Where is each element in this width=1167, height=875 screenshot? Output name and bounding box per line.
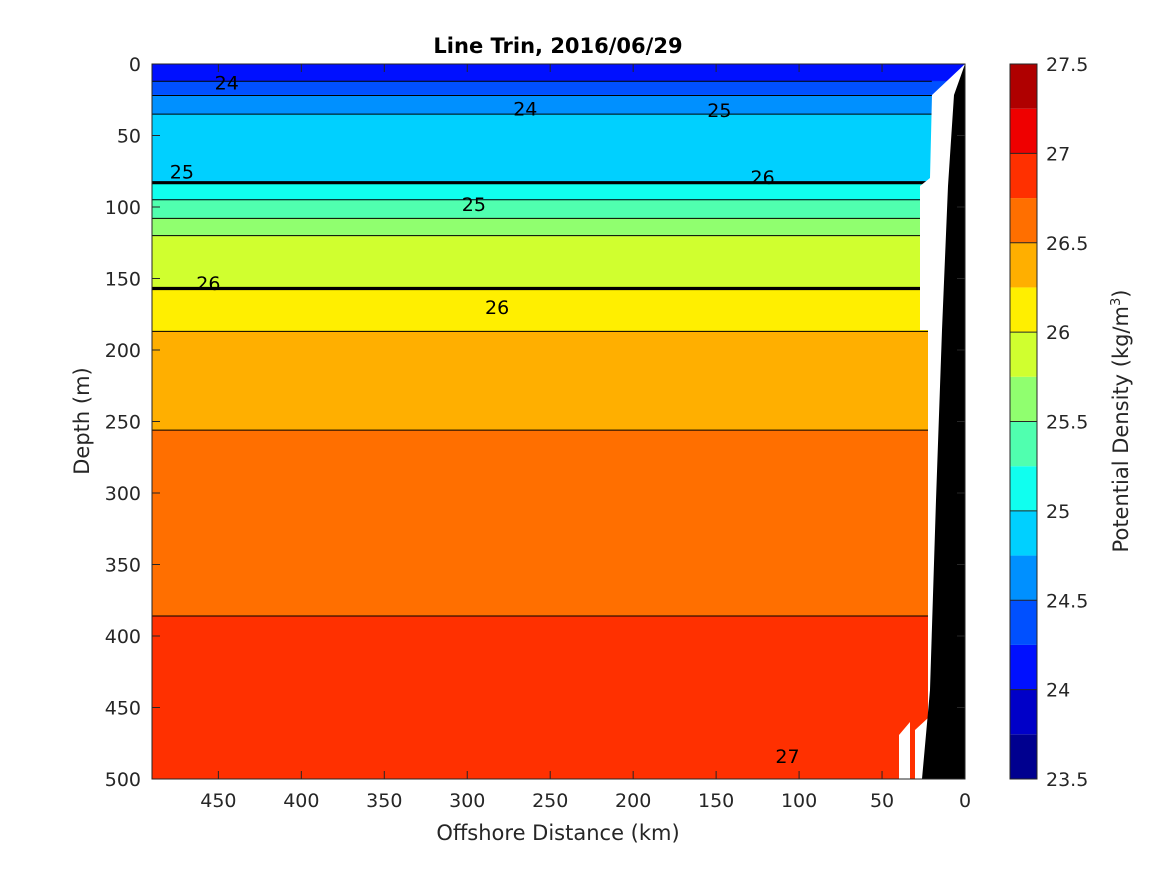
- land-mask: [899, 64, 965, 779]
- y-tick-label: 200: [105, 340, 141, 362]
- contour-label-text: 24: [215, 73, 239, 95]
- colorbar-tick-label: 27.5: [1046, 54, 1088, 76]
- x-tick-label: 300: [449, 790, 485, 812]
- y-tick-label: 250: [105, 412, 141, 434]
- x-tick-label: 400: [283, 790, 319, 812]
- plot-area: 24 24 25 25 25 26 26 26 27: [152, 64, 965, 779]
- contour-label: 26: [196, 273, 220, 295]
- colorbar-tick-label: 26: [1046, 322, 1070, 344]
- contour-label: 26: [485, 297, 509, 319]
- colorbar-segment: [1010, 108, 1037, 154]
- colorbar-tick-label: 26.5: [1046, 233, 1088, 255]
- colorbar-segment: [1010, 421, 1037, 467]
- no-data-region: [899, 722, 910, 779]
- y-tick-label: 450: [105, 698, 141, 720]
- colorbar-segment: [1010, 287, 1037, 333]
- y-tick-label: 350: [105, 555, 141, 577]
- colorbar-tick-label: 25: [1046, 501, 1070, 523]
- x-tick-label: 200: [615, 790, 651, 812]
- contour-label-text: 26: [485, 297, 509, 319]
- chart-title: Line Trin, 2016/06/29: [433, 34, 682, 58]
- y-tick-label: 50: [117, 126, 141, 148]
- x-tick-label: 250: [532, 790, 568, 812]
- contour-label: 25: [462, 194, 486, 216]
- contour-label: 26: [751, 167, 775, 189]
- bathymetry-mask: [922, 64, 965, 779]
- x-tick-label: 50: [870, 790, 894, 812]
- colorbar-segment: [1010, 689, 1037, 735]
- colorbar-segment: [1010, 64, 1037, 109]
- y-tick-label: 500: [105, 769, 141, 791]
- colorbar-label: Potential Density (kg/m3): [1109, 290, 1133, 553]
- colorbar-tick-label: 25.5: [1046, 412, 1088, 434]
- colorbar-tick-label: 23.5: [1046, 769, 1088, 791]
- x-tick-label: 350: [366, 790, 402, 812]
- colorbar-segment: [1010, 644, 1037, 690]
- y-tick-label: 400: [105, 626, 141, 648]
- contour-label: 24: [513, 98, 537, 120]
- colorbar-segment: [1010, 466, 1037, 511]
- contour-label-text: 27: [775, 746, 799, 768]
- y-tick-label: 300: [105, 483, 141, 505]
- y-tick-label: 100: [105, 197, 141, 219]
- contour-label-text: 24: [513, 98, 537, 120]
- colorbar-segment: [1010, 555, 1037, 601]
- contour-label-text: 25: [707, 100, 731, 122]
- colorbar-tick-label: 27: [1046, 143, 1070, 165]
- y-axis: 0 50 100 150 200 250 300 350 400 450 500: [105, 54, 965, 791]
- contour-label: 27: [775, 746, 799, 768]
- contour-lines: [152, 80, 932, 617]
- colorbar-segment: [1010, 153, 1037, 199]
- x-tick-label: 100: [781, 790, 817, 812]
- x-tick-label: 450: [200, 790, 236, 812]
- colorbar-tick-label: 24.5: [1046, 590, 1088, 612]
- colorbar: 23.5 24 24.5 25 25.5 26 26.5 27 27.5: [1009, 54, 1088, 791]
- contour-label: 25: [707, 100, 731, 122]
- contour-label-text: 25: [170, 161, 194, 183]
- colorbar-segment: [1010, 242, 1037, 288]
- colorbar-segment: [1010, 600, 1037, 645]
- x-tick-label: 150: [698, 790, 734, 812]
- contour-label: 24: [215, 73, 239, 95]
- colorbar-segment: [1010, 734, 1037, 779]
- contour-label-text: 25: [462, 194, 486, 216]
- y-axis-label: Depth (m): [70, 367, 94, 474]
- contour-labels: 24 24 25 25 25 26 26 26 27: [170, 73, 800, 768]
- y-tick-label: 0: [129, 54, 141, 76]
- contour-label-text: 26: [751, 167, 775, 189]
- x-axis: 450 400 350 300 250 200 150 100 50 0: [200, 64, 971, 812]
- contour-label-text: 26: [196, 273, 220, 295]
- x-axis-label: Offshore Distance (km): [436, 821, 679, 845]
- y-tick-label: 150: [105, 269, 141, 291]
- colorbar-segment: [1010, 510, 1037, 556]
- density-field: [152, 64, 965, 779]
- colorbar-segment: [1010, 376, 1037, 422]
- colorbar-tick-label: 24: [1046, 680, 1070, 702]
- x-tick-label: 0: [959, 790, 971, 812]
- colorbar-segment: [1010, 332, 1037, 377]
- contour-label: 25: [170, 161, 194, 183]
- colorbar-segment: [1010, 198, 1037, 243]
